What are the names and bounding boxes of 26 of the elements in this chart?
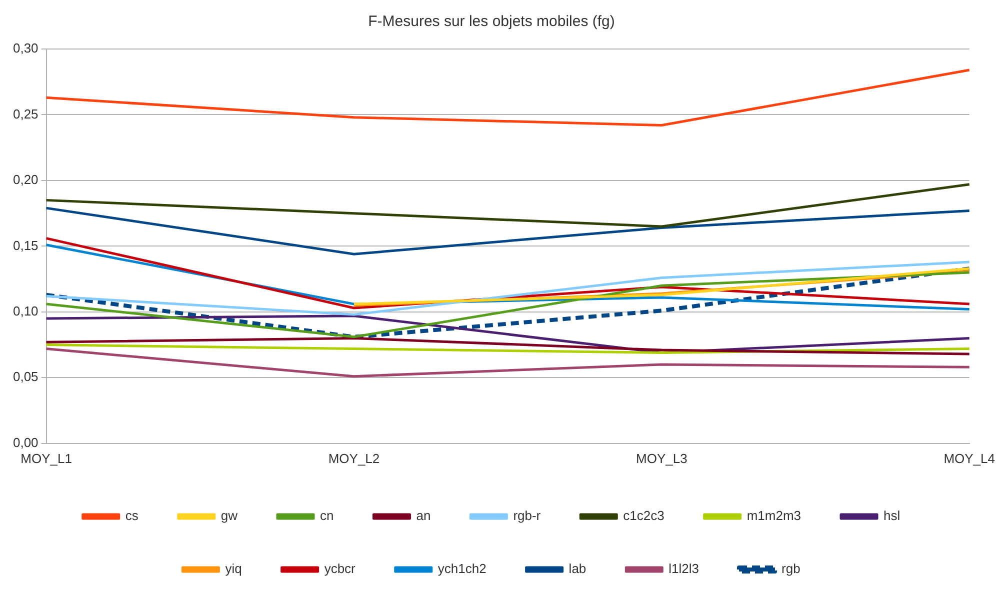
y-tick-label: 0,30	[12, 40, 38, 56]
chart-title: F-Mesures sur les objets mobiles (fg)	[368, 13, 615, 30]
y-tick-label: 0,25	[12, 106, 38, 122]
y-tick-label: 0,00	[12, 434, 38, 450]
y-tick-label: 0,10	[12, 304, 38, 319]
legend-label: rgb-r	[513, 508, 542, 524]
y-tick-label: 0,15	[12, 238, 38, 253]
legend-label: ych1ch2	[438, 561, 486, 576]
legend-label: rgb	[782, 561, 800, 576]
legend-label: yiq	[225, 561, 242, 576]
legend-label: cn	[320, 508, 334, 524]
y-tick-label: 0,05	[12, 369, 38, 384]
x-tick-label: MOY_L3	[636, 450, 688, 466]
legend-label: l1l2l3	[668, 561, 700, 576]
x-tick-label: MOY_L2	[328, 450, 380, 466]
y-tick-label: 0,20	[12, 172, 38, 188]
legend-label: gw	[220, 508, 238, 524]
x-tick-label: MOY_L4	[944, 450, 996, 466]
legend-label: an	[416, 508, 431, 524]
legend-label: hsl	[884, 508, 900, 524]
legend-label: lab	[568, 561, 586, 576]
legend-label: m1m2m3	[746, 508, 802, 524]
legend-label: c1c2c3	[623, 508, 664, 524]
legend-label: cs	[125, 508, 139, 524]
legend-label: ycbcr	[324, 561, 356, 576]
x-tick-label: MOY_L1	[20, 450, 72, 466]
